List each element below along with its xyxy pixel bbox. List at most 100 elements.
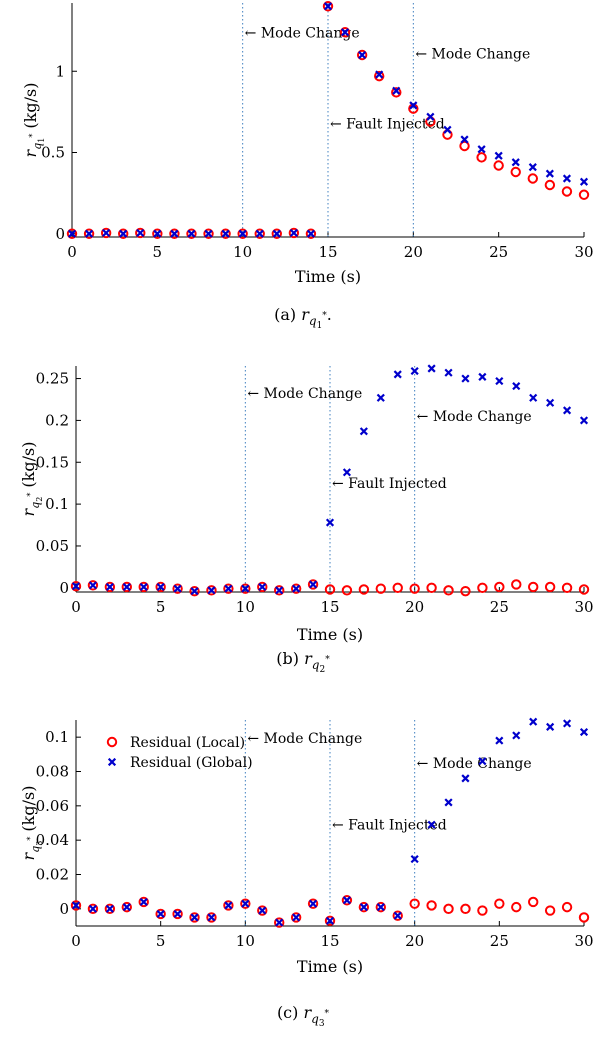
data-point-global (359, 903, 368, 912)
data-point-global (512, 382, 521, 391)
data-point-local (121, 901, 133, 913)
data-point-global (444, 368, 453, 377)
x-tick-label: 30 (574, 598, 593, 616)
data-point-global (190, 587, 199, 596)
legend-marker-local (106, 736, 118, 748)
x-tick-label: 10 (233, 243, 252, 261)
data-point-local (169, 228, 180, 239)
data-point-global (495, 376, 504, 386)
data-point-local (578, 189, 590, 200)
y-tick-label: 0.02 (36, 866, 69, 884)
data-point-local (477, 582, 488, 594)
data-point-local (223, 900, 234, 911)
data-point-global (495, 736, 504, 745)
data-point-global (88, 581, 98, 590)
data-point-local (257, 905, 268, 916)
data-point-local (206, 585, 217, 596)
data-point-global (460, 135, 469, 144)
data-point-global (461, 774, 470, 783)
data-point-local (544, 905, 556, 916)
data-point-local (83, 228, 95, 239)
data-point-local (358, 901, 370, 913)
data-point-local (494, 581, 505, 593)
data-point-global (156, 909, 165, 919)
data-point-global (443, 125, 452, 134)
data-point-global (221, 229, 230, 238)
data-point-global (562, 719, 572, 728)
data-point-global (255, 229, 264, 238)
data-point-local (460, 903, 471, 915)
data-point-global (376, 393, 385, 402)
data-point-local (203, 228, 214, 239)
x-axis-title: Time (s) (297, 625, 363, 644)
svg-text:rq2* (kg/s): rq2* (kg/s) (19, 442, 44, 517)
data-point-global (258, 582, 267, 592)
data-point-global (342, 468, 352, 477)
data-point-global (136, 228, 145, 238)
data-point-global (325, 916, 335, 925)
x-tick-label: 0 (71, 932, 81, 950)
data-point-local (254, 228, 265, 239)
data-point-local (443, 903, 454, 915)
data-point-global (105, 904, 114, 913)
x-tick-label: 15 (320, 598, 339, 616)
x-tick-label: 5 (156, 932, 166, 950)
data-point-global (511, 158, 520, 167)
data-point-local (544, 581, 556, 593)
data-point-local (494, 898, 505, 909)
data-point-global (306, 229, 316, 238)
data-point-local (121, 581, 133, 593)
data-point-local (375, 901, 386, 913)
data-point-local (578, 584, 590, 595)
data-point-local (528, 896, 539, 908)
annotation-label: ← Fault Injected (330, 116, 445, 132)
figure-caption: (a) rq1*. (274, 305, 332, 331)
data-point-global (139, 582, 148, 592)
x-axis-title: Time (s) (295, 267, 361, 286)
data-point-global (170, 229, 179, 238)
data-point-global (529, 717, 538, 726)
x-tick-label: 20 (405, 598, 424, 616)
data-point-global (426, 112, 435, 121)
data-point-local (511, 579, 522, 590)
x-tick-label: 0 (71, 598, 81, 616)
data-point-local (426, 900, 437, 911)
data-point-global (444, 798, 453, 807)
data-point-global (546, 722, 555, 731)
x-tick-label: 5 (156, 598, 166, 616)
data-point-global (579, 416, 589, 425)
y-tick-label: 0 (55, 225, 65, 243)
annotation-label: ← Mode Change (415, 46, 530, 62)
legend-marker-global (107, 757, 117, 767)
data-point-local (324, 584, 336, 595)
data-point-global (238, 229, 247, 238)
x-axis-title: Time (s) (297, 957, 363, 976)
data-point-local (510, 166, 521, 178)
data-point-global (71, 582, 81, 591)
data-point-global (427, 364, 436, 373)
data-point-local (392, 910, 403, 921)
data-point-global (105, 582, 114, 592)
data-point-global (478, 757, 487, 766)
annotation-label: ← Mode Change (417, 756, 532, 772)
data-point-global (241, 899, 250, 908)
data-point-global (528, 163, 537, 172)
data-point-global (478, 372, 487, 381)
y-axis-title: rq1* (kg/s) (21, 83, 46, 158)
annotation-label: ← Mode Change (417, 409, 532, 425)
data-point-local (186, 228, 197, 239)
data-point-global (308, 899, 318, 908)
data-point-global (545, 169, 554, 178)
data-point-local (290, 912, 302, 923)
data-point-global (494, 151, 503, 160)
annotation-label: ← Fault Injected (332, 476, 447, 492)
data-point-local (138, 896, 149, 908)
data-point-local (324, 915, 336, 927)
data-point-global (292, 584, 301, 593)
y-tick-label: 0.15 (36, 453, 69, 471)
data-point-local (66, 228, 78, 239)
data-point-local (358, 584, 370, 595)
data-point-local (104, 581, 116, 593)
data-point-local (135, 227, 146, 239)
